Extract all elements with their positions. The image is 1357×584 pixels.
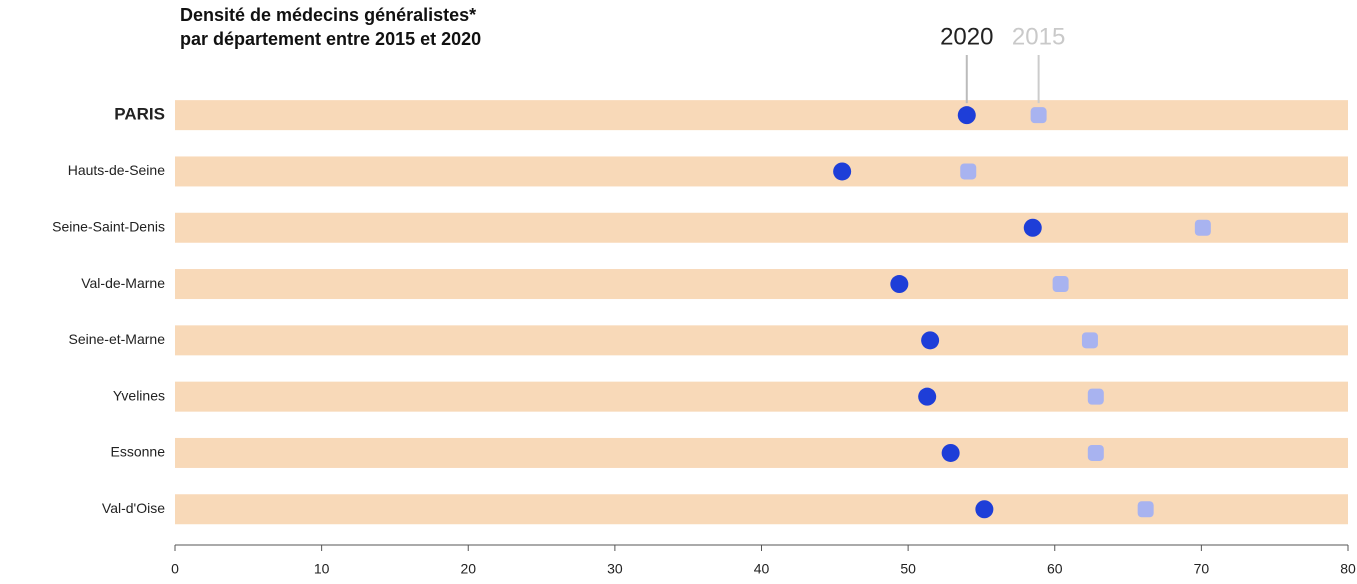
dot-2015 [1081,332,1098,349]
x-tick-label: 10 [314,561,330,577]
category-label: Seine-Saint-Denis [52,218,165,234]
category-label: Yvelines [113,387,165,403]
dot-2015 [1030,107,1047,124]
x-tick-label: 60 [1047,561,1063,577]
dot-2020 [957,106,976,125]
dot-2020 [890,275,909,294]
x-tick-label: 40 [754,561,770,577]
dot-2015 [1052,276,1069,293]
row-band [175,381,1348,412]
category-label: Essonne [111,444,166,460]
category-label: Val-d'Oise [102,500,165,516]
dot-2015 [1087,388,1104,405]
row-band [175,437,1348,468]
row-band [175,156,1348,187]
row-band [175,212,1348,243]
category-label: Hauts-de-Seine [68,162,165,178]
dot-2020 [833,162,852,181]
chart-subtitle: par département entre 2015 et 2020 [180,29,481,49]
dot-2015 [960,163,977,180]
x-tick-label: 50 [900,561,916,577]
dot-2015 [1137,501,1154,518]
dot-2015 [1087,444,1104,461]
x-tick-label: 70 [1194,561,1210,577]
chart-title: Densité de médecins généralistes* [180,5,476,25]
x-tick-label: 0 [171,561,179,577]
legend-label: 2020 [940,23,993,50]
x-tick-label: 20 [460,561,476,577]
row-band [175,325,1348,356]
dot-2020 [1023,218,1042,237]
row-band [175,269,1348,300]
x-tick-label: 30 [607,561,623,577]
category-label: Seine-et-Marne [69,331,166,347]
category-label: Val-de-Marne [81,275,165,291]
legend-label: 2015 [1012,23,1065,50]
dot-2020 [918,387,937,406]
category-label: PARIS [114,105,165,124]
dot-2020 [921,331,940,350]
dot-2020 [941,443,960,462]
dot-2015 [1194,219,1211,236]
row-band [175,100,1348,131]
dot-2020 [975,500,994,519]
row-band [175,494,1348,525]
x-tick-label: 80 [1340,561,1356,577]
